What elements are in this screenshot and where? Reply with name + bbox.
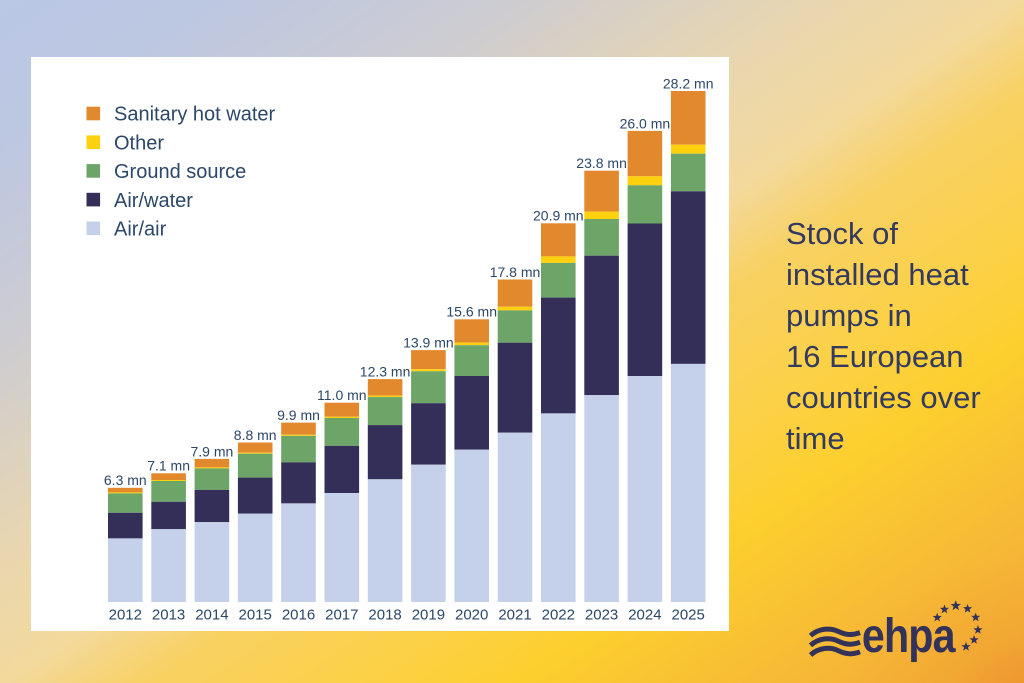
svg-text:20.9 mn: 20.9 mn xyxy=(533,208,584,224)
svg-text:2024: 2024 xyxy=(628,606,661,623)
svg-text:Air/water: Air/water xyxy=(114,190,193,212)
svg-text:2019: 2019 xyxy=(412,606,445,623)
svg-text:ehpa: ehpa xyxy=(862,608,957,663)
svg-text:2016: 2016 xyxy=(282,606,315,623)
svg-text:2017: 2017 xyxy=(325,606,358,623)
svg-text:2015: 2015 xyxy=(239,606,272,623)
svg-text:8.8 mn: 8.8 mn xyxy=(234,427,277,443)
svg-text:2014: 2014 xyxy=(195,606,228,623)
svg-text:Sanitary hot water: Sanitary hot water xyxy=(114,104,276,126)
svg-text:7.1 mn: 7.1 mn xyxy=(147,458,190,474)
svg-text:Air/air: Air/air xyxy=(114,219,167,241)
svg-text:13.9 mn: 13.9 mn xyxy=(403,335,454,351)
svg-text:12.3 mn: 12.3 mn xyxy=(360,364,411,380)
svg-text:26.0 mn: 26.0 mn xyxy=(620,115,671,131)
svg-text:11.0 mn: 11.0 mn xyxy=(317,387,367,403)
svg-text:Other: Other xyxy=(114,132,164,154)
svg-text:2020: 2020 xyxy=(455,606,488,623)
svg-text:7.9 mn: 7.9 mn xyxy=(190,443,233,459)
svg-text:23.8 mn: 23.8 mn xyxy=(576,155,627,171)
svg-text:2022: 2022 xyxy=(542,606,575,623)
svg-text:6.3 mn: 6.3 mn xyxy=(104,472,147,488)
svg-text:28.2 mn: 28.2 mn xyxy=(663,75,714,91)
svg-text:15.6 mn: 15.6 mn xyxy=(446,304,497,320)
svg-text:Ground source: Ground source xyxy=(114,161,246,183)
svg-text:2025: 2025 xyxy=(672,606,705,623)
svg-text:2021: 2021 xyxy=(498,606,531,623)
svg-text:9.9 mn: 9.9 mn xyxy=(277,407,320,423)
svg-text:17.8 mn: 17.8 mn xyxy=(490,264,541,280)
svg-text:2018: 2018 xyxy=(368,606,401,623)
svg-text:2023: 2023 xyxy=(585,606,618,623)
svg-text:2012: 2012 xyxy=(109,606,142,623)
svg-text:2013: 2013 xyxy=(152,606,185,623)
